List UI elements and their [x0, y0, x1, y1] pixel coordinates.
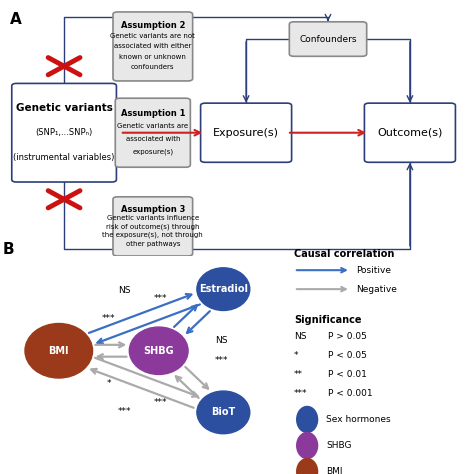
- Text: Genetic variants are not: Genetic variants are not: [110, 33, 195, 39]
- Text: other pathways: other pathways: [126, 241, 180, 247]
- Text: (instrumental variables): (instrumental variables): [13, 153, 115, 162]
- Text: confounders: confounders: [131, 64, 174, 70]
- Text: BMI: BMI: [48, 346, 69, 356]
- Text: NS: NS: [216, 337, 228, 346]
- Text: NS: NS: [152, 347, 164, 356]
- Circle shape: [297, 432, 318, 459]
- Circle shape: [297, 459, 318, 474]
- Text: SHBG: SHBG: [143, 346, 174, 356]
- Text: Assumption 1: Assumption 1: [120, 109, 185, 118]
- Text: (SNP₁,...SNPₙ): (SNP₁,...SNPₙ): [36, 128, 93, 137]
- Text: ***: ***: [151, 345, 165, 354]
- Text: BioT: BioT: [211, 407, 236, 418]
- Text: Causal correlation: Causal correlation: [294, 249, 394, 259]
- Circle shape: [197, 391, 250, 434]
- FancyBboxPatch shape: [201, 103, 292, 162]
- Text: NS: NS: [118, 286, 130, 295]
- Text: Confounders: Confounders: [299, 35, 357, 44]
- Text: SHBG: SHBG: [326, 441, 352, 450]
- Circle shape: [297, 407, 318, 432]
- Text: Outcome(s): Outcome(s): [377, 128, 443, 138]
- Text: known or unknown: known or unknown: [119, 54, 186, 60]
- Text: ***: ***: [215, 356, 228, 365]
- Text: Sex hormones: Sex hormones: [326, 415, 391, 424]
- Circle shape: [25, 323, 92, 378]
- FancyBboxPatch shape: [113, 12, 192, 81]
- Text: Genetic variants: Genetic variants: [16, 103, 112, 113]
- Text: ***: ***: [117, 407, 131, 416]
- Text: P > 0.05: P > 0.05: [328, 332, 367, 341]
- Text: Assumption 3: Assumption 3: [120, 204, 185, 213]
- Text: Estradiol: Estradiol: [199, 284, 248, 294]
- FancyBboxPatch shape: [113, 197, 192, 256]
- Text: ***: ***: [154, 398, 167, 407]
- Text: A: A: [9, 12, 21, 27]
- Text: P < 0.01: P < 0.01: [328, 370, 367, 379]
- Text: P < 0.001: P < 0.001: [328, 389, 373, 398]
- Circle shape: [197, 268, 250, 310]
- Text: associated with either: associated with either: [114, 44, 191, 49]
- FancyBboxPatch shape: [289, 22, 367, 56]
- Text: NS: NS: [294, 332, 306, 341]
- FancyBboxPatch shape: [365, 103, 456, 162]
- Text: **: **: [294, 370, 303, 379]
- Text: BMI: BMI: [326, 467, 343, 474]
- Text: Positive: Positive: [356, 266, 392, 274]
- Text: ***: ***: [154, 294, 167, 303]
- Text: the exposure(s), not through: the exposure(s), not through: [102, 232, 203, 238]
- Text: *: *: [294, 351, 298, 360]
- Text: ***: ***: [294, 389, 307, 398]
- FancyBboxPatch shape: [12, 83, 117, 182]
- Text: Genetic variants are: Genetic variants are: [117, 123, 188, 129]
- Text: risk of outcome(s) through: risk of outcome(s) through: [106, 223, 200, 229]
- Text: associated with: associated with: [126, 136, 180, 142]
- Text: Significance: Significance: [294, 315, 361, 325]
- Text: Assumption 2: Assumption 2: [120, 21, 185, 30]
- Text: ***: ***: [102, 314, 116, 323]
- Text: *: *: [107, 379, 111, 388]
- Text: Negative: Negative: [356, 285, 397, 293]
- Text: Genetic variants influence: Genetic variants influence: [107, 215, 199, 221]
- Text: P < 0.05: P < 0.05: [328, 351, 367, 360]
- Text: Exposure(s): Exposure(s): [213, 128, 279, 138]
- Text: B: B: [3, 242, 15, 257]
- Circle shape: [129, 327, 188, 374]
- FancyBboxPatch shape: [115, 98, 191, 167]
- Text: exposure(s): exposure(s): [132, 149, 173, 155]
